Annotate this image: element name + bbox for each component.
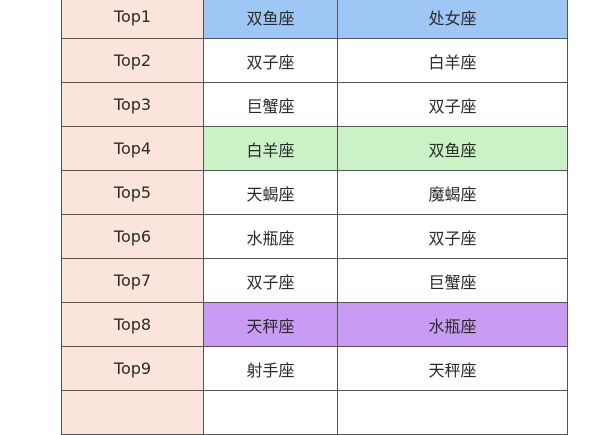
sign-cell: 双子座 [337, 82, 568, 127]
table-row: Top7 双子座 巨蟹座 [61, 258, 568, 303]
sign-cell: 双子座 [203, 258, 338, 303]
sign-cell: 天秤座 [337, 346, 568, 391]
table-row [61, 390, 568, 435]
table-row: Top2 双子座 白羊座 [61, 38, 568, 83]
sign-cell: 双鱼座 [337, 126, 568, 171]
rank-cell: Top4 [61, 126, 204, 171]
sign-cell [203, 390, 338, 435]
sign-cell: 巨蟹座 [203, 82, 338, 127]
sign-cell: 水瓶座 [203, 214, 338, 259]
table-row: Top1 双鱼座 处女座 [61, 0, 568, 39]
table-row: Top5 天蝎座 魔蝎座 [61, 170, 568, 215]
rank-cell: Top3 [61, 82, 204, 127]
table-row: Top8 天秤座 水瓶座 [61, 302, 568, 347]
sign-cell: 双子座 [203, 38, 338, 83]
sign-cell: 白羊座 [203, 126, 338, 171]
sign-cell: 双子座 [337, 214, 568, 259]
rank-cell: Top2 [61, 38, 204, 83]
sign-cell: 处女座 [337, 0, 568, 39]
sign-cell: 天蝎座 [203, 170, 338, 215]
rank-cell: Top9 [61, 346, 204, 391]
rank-cell: Top8 [61, 302, 204, 347]
sign-cell: 巨蟹座 [337, 258, 568, 303]
rank-cell: Top7 [61, 258, 204, 303]
table-row: Top4 白羊座 双鱼座 [61, 126, 568, 171]
sign-cell: 射手座 [203, 346, 338, 391]
rank-cell: Top1 [61, 0, 204, 39]
table-row: Top6 水瓶座 双子座 [61, 214, 568, 259]
table-row: Top3 巨蟹座 双子座 [61, 82, 568, 127]
sign-cell: 双鱼座 [203, 0, 338, 39]
rank-cell: Top5 [61, 170, 204, 215]
table-row: Top9 射手座 天秤座 [61, 346, 568, 391]
rank-cell [61, 390, 204, 435]
sign-cell: 天秤座 [203, 302, 338, 347]
sign-cell [337, 390, 568, 435]
sign-cell: 白羊座 [337, 38, 568, 83]
ranking-table: Top1 双鱼座 处女座 Top2 双子座 白羊座 Top3 巨蟹座 双子座 Top4 白羊座 双鱼座… [61, 0, 568, 435]
sign-cell: 水瓶座 [337, 302, 568, 347]
sign-cell: 魔蝎座 [337, 170, 568, 215]
rank-cell: Top6 [61, 214, 204, 259]
